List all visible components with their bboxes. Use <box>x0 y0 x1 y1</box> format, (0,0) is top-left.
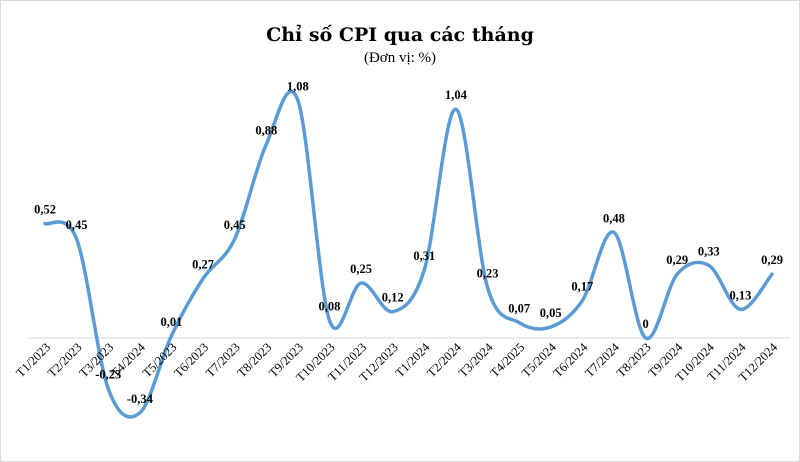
data-label: 0 <box>642 317 648 331</box>
x-tick-label: T4/2025 <box>487 340 527 380</box>
x-tick-label: T5/2023 <box>140 340 180 380</box>
x-tick-label: T1/2023 <box>13 340 53 380</box>
data-label: 0,13 <box>729 288 751 302</box>
data-label: 0,52 <box>34 203 56 217</box>
data-label: 0,08 <box>319 299 341 313</box>
data-label: 0,33 <box>698 244 720 258</box>
data-label: 0,31 <box>413 249 435 263</box>
data-label: 0,01 <box>160 315 182 329</box>
data-label: 0,29 <box>761 253 783 267</box>
data-label: 0,27 <box>192 258 214 272</box>
x-tick-label: T8/2023 <box>614 340 654 380</box>
x-tick-label: T6/2023 <box>171 340 211 380</box>
data-label: 1,04 <box>445 88 468 102</box>
cpi-series-line <box>43 89 774 419</box>
data-label: 1,08 <box>287 79 309 93</box>
data-label: -0,34 <box>127 392 154 406</box>
chart-title: Chỉ số CPI qua các tháng <box>266 24 534 46</box>
data-label: 0,25 <box>350 262 372 276</box>
x-tick-label: T7/2023 <box>203 340 243 380</box>
data-label: 0,29 <box>666 253 688 267</box>
data-label: 0,48 <box>603 211 625 225</box>
data-label: 0,12 <box>382 291 404 305</box>
data-label: 0,07 <box>508 302 530 316</box>
data-label: 0,17 <box>571 280 593 294</box>
x-tick-label: T2/2023 <box>45 340 85 380</box>
data-label: -0,23 <box>95 368 121 382</box>
data-label: 0,05 <box>540 306 562 320</box>
chart-subtitle: (Đơn vị: %) <box>363 50 437 66</box>
data-label: 0,45 <box>224 218 246 232</box>
data-label: 0,45 <box>66 218 88 232</box>
data-label: 0,88 <box>255 123 277 137</box>
x-tick-label: T8/2023 <box>235 340 275 380</box>
data-label: 0,23 <box>477 266 499 280</box>
